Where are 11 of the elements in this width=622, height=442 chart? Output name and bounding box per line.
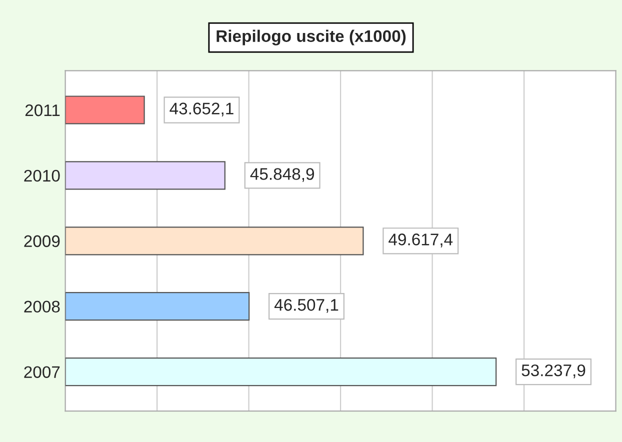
data-label: 49.617,4 bbox=[388, 234, 453, 248]
y-tick-label: 2007 bbox=[24, 366, 60, 378]
y-tick-label: 2008 bbox=[24, 300, 60, 313]
data-label: 46.507,1 bbox=[274, 299, 338, 313]
y-tick-label: 2009 bbox=[24, 235, 60, 248]
data-label: 45.848,9 bbox=[250, 168, 314, 182]
chart-title: Riepilogo uscite (x1000) bbox=[216, 30, 406, 46]
data-label: 43.652,1 bbox=[170, 102, 234, 116]
data-label: 53.237,9 bbox=[522, 364, 586, 378]
y-tick-label: 2010 bbox=[24, 170, 60, 182]
y-tick-label: 2011 bbox=[25, 104, 60, 116]
